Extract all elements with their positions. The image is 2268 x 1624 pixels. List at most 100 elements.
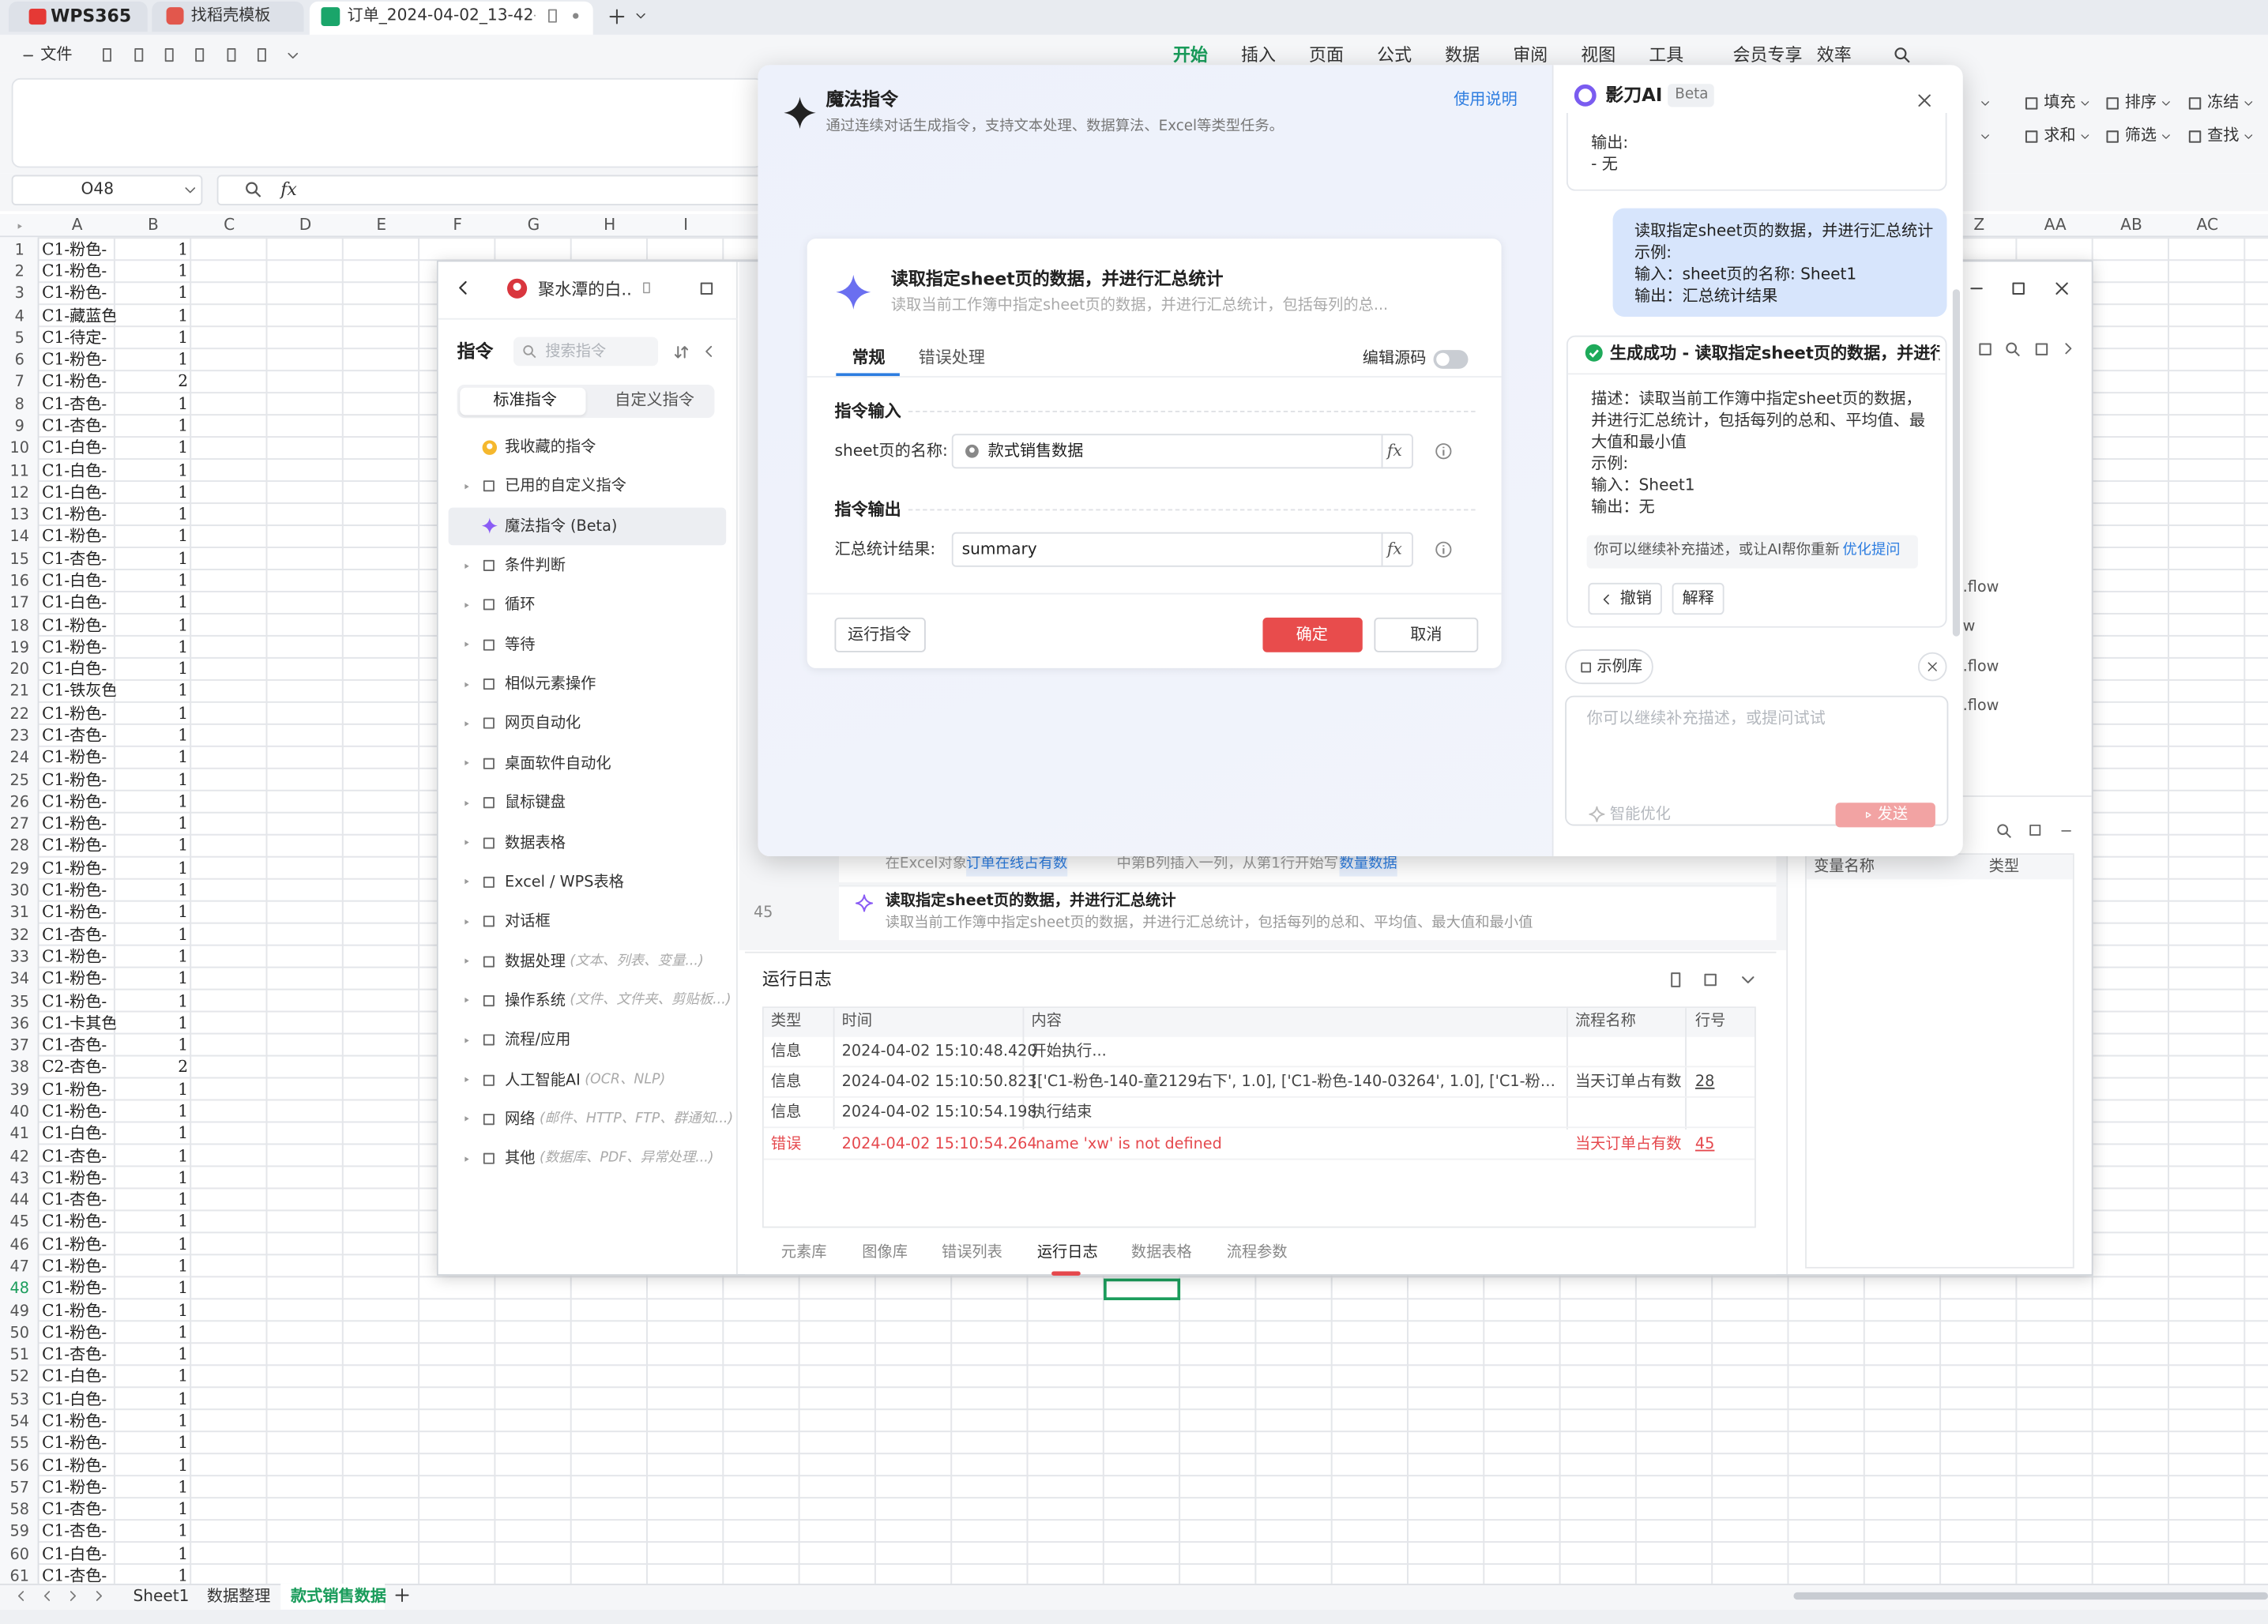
tree-item[interactable]: 其他 [505, 1150, 536, 1168]
ribbon-tool[interactable]: 筛选 [2124, 126, 2157, 145]
cell-b: 1 [178, 881, 189, 900]
panel-tab[interactable]: 自定义指令 [615, 390, 694, 410]
undo-button[interactable] [1588, 582, 1662, 615]
row-header: 9 [14, 418, 24, 436]
explain-label[interactable]: 解释 [1682, 588, 1714, 608]
ribbon-tool[interactable]: 排序 [2124, 92, 2157, 111]
icon [2244, 133, 2252, 138]
log-line[interactable]: 28 [1694, 1073, 1715, 1091]
tree-item[interactable]: Excel / WPS表格 [505, 873, 624, 891]
tree-item[interactable]: 人工智能AI [505, 1071, 581, 1088]
card-icon [836, 274, 871, 310]
column-header: C [224, 215, 235, 235]
bottom-tab[interactable]: 元素库 [780, 1243, 827, 1261]
column-header: G [527, 215, 540, 235]
tree-item[interactable]: 网页自动化 [505, 715, 581, 733]
ribbon-tab[interactable]: 数据 [1445, 44, 1480, 66]
tree-item[interactable]: 流程/应用 [505, 1031, 571, 1049]
bottom-tab[interactable]: 错误列表 [941, 1243, 1002, 1261]
form-tab[interactable]: 错误处理 [918, 347, 985, 368]
icon [164, 48, 174, 62]
ribbon-tab[interactable]: 页面 [1309, 44, 1345, 66]
optimize-label[interactable]: 智能优化 [1609, 805, 1671, 823]
fx-label[interactable]: fx [1386, 539, 1402, 558]
flow-file[interactable]: .flow [1962, 658, 1999, 676]
ribbon-tab[interactable]: 开始 [1172, 44, 1208, 66]
ribbon-tab[interactable]: 公式 [1377, 44, 1412, 66]
cell-b: 1 [178, 704, 189, 724]
step-desc: 订单在线占有数 [966, 853, 1068, 877]
ribbon-tool[interactable]: 求和 [2044, 126, 2076, 145]
flow-file[interactable]: .flow [1962, 578, 1999, 596]
cancel-button-label[interactable]: 取消 [1410, 624, 1442, 644]
tree-item[interactable]: 桌面软件自动化 [505, 754, 611, 773]
cell-b: 1 [178, 593, 189, 613]
ribbon-tool[interactable]: 查找 [2207, 126, 2240, 145]
tree-item[interactable]: 数据表格 [505, 833, 566, 851]
tree-item[interactable]: 条件判断 [505, 557, 566, 574]
sheet-tab[interactable]: Sheet1 [133, 1586, 190, 1606]
flow-file[interactable]: w [1962, 617, 1976, 635]
tree-item[interactable]: 相似元素操作 [505, 675, 596, 694]
bottom-tab[interactable]: 图像库 [862, 1243, 908, 1261]
tree-item[interactable]: 对话框 [505, 912, 551, 930]
sheet-tab[interactable]: 数据整理 [206, 1586, 271, 1606]
flow-file[interactable]: .flow [1962, 697, 1999, 715]
ok-button-label[interactable]: 确定 [1296, 624, 1328, 644]
bottom-tab[interactable]: 流程参数 [1226, 1243, 1288, 1261]
tree-item[interactable]: 鼠标键盘 [505, 794, 566, 812]
bottom-tab[interactable]: 运行日志 [1036, 1243, 1098, 1261]
ribbon-tool[interactable]: 填充 [2044, 92, 2076, 111]
sheet-tab[interactable]: 款式销售数据 [291, 1586, 386, 1606]
field-input[interactable] [951, 532, 1413, 567]
run-button[interactable] [834, 617, 926, 652]
tree-item[interactable]: 网络 [505, 1111, 536, 1129]
tab-title[interactable]: WPS365 [51, 6, 132, 26]
sheet-tab-active [280, 1583, 386, 1610]
tree-item[interactable]: 操作系统 [505, 991, 566, 1009]
tree-item[interactable]: 等待 [505, 636, 536, 654]
ribbon-tab[interactable]: 工具 [1649, 44, 1684, 66]
ribbon-tab[interactable]: 插入 [1240, 44, 1276, 66]
ribbon-tool[interactable]: 冻结 [2207, 92, 2240, 111]
tree-item[interactable]: 我收藏的指令 [505, 438, 596, 456]
tree-item[interactable]: 已用的自定义指令 [505, 477, 626, 495]
row-header: 20 [9, 661, 29, 679]
tip-link[interactable]: 优化提问 [1842, 542, 1901, 558]
ribbon-tab[interactable]: 审阅 [1513, 44, 1548, 66]
fx-label[interactable]: fx [1386, 441, 1402, 461]
explain-button[interactable] [1672, 582, 1725, 615]
panel-tab[interactable]: 标准指令 [493, 390, 557, 410]
tree-item[interactable]: 魔法指令 (Beta) [505, 517, 618, 535]
bottom-tab[interactable]: 数据表格 [1130, 1243, 1192, 1261]
send-button[interactable] [1835, 803, 1935, 828]
tree-hint: (文本、列表、变量...) [570, 952, 704, 968]
file-menu[interactable]: 文件 [40, 44, 73, 64]
ok-button[interactable] [1262, 617, 1363, 652]
toolbar-box [11, 77, 764, 168]
search-box[interactable] [513, 336, 659, 367]
help-link[interactable]: 使用说明 [1454, 89, 1518, 109]
tab-title[interactable]: 订单_2024-04-02_13-42-07 [347, 6, 535, 25]
docer-logo [166, 7, 184, 25]
clear-button[interactable] [1917, 652, 1947, 682]
ribbon-tab[interactable]: 效率 [1816, 44, 1852, 66]
chat-input[interactable] [1565, 695, 1949, 826]
message-line: 输出: [1591, 133, 1629, 152]
ribbon-tab[interactable]: 视图 [1581, 44, 1616, 66]
examples-label[interactable]: 示例库 [1597, 658, 1643, 676]
tree-item[interactable]: 数据处理 [505, 952, 566, 970]
run-button-label[interactable]: 运行指令 [847, 624, 912, 644]
step-title[interactable]: 读取指定sheet页的数据，并进行汇总统计 [885, 892, 1176, 910]
field-input[interactable] [951, 434, 1413, 469]
send-label[interactable]: 发送 [1877, 805, 1909, 823]
ribbon-tab[interactable]: 会员专享 [1732, 44, 1803, 66]
form-tab[interactable]: 常规 [852, 347, 886, 368]
undo-label[interactable]: 撤销 [1619, 588, 1653, 608]
examples-button[interactable] [1565, 649, 1653, 685]
tab-title[interactable]: 找稻壳模板 [190, 6, 271, 25]
log-line[interactable]: 45 [1694, 1134, 1715, 1152]
cancel-button[interactable] [1374, 617, 1479, 652]
cell-b: 1 [178, 571, 189, 591]
tree-item[interactable]: 循环 [505, 596, 536, 615]
